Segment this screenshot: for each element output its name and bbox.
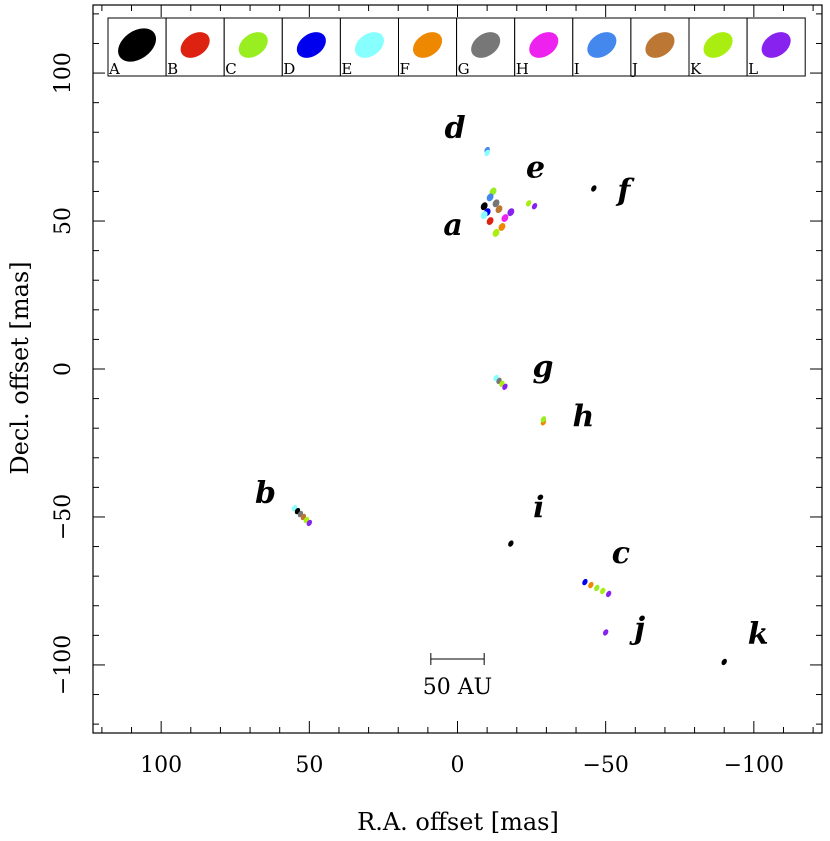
spot-k-A bbox=[721, 658, 727, 666]
legend-swatch-A bbox=[118, 28, 157, 62]
y-tick-label: −100 bbox=[51, 635, 76, 695]
legend-label-L: L bbox=[748, 60, 758, 78]
spot-a-L bbox=[507, 208, 515, 217]
spot-d-E bbox=[484, 149, 490, 157]
maser-spots bbox=[291, 146, 727, 666]
feature-label-f: f bbox=[615, 173, 635, 208]
legend-swatch-C bbox=[238, 32, 268, 58]
legend-label-J: J bbox=[630, 60, 638, 78]
legend-label-A: A bbox=[108, 60, 120, 78]
x-axis-label: R.A. offset [mas] bbox=[357, 808, 559, 836]
feature-label-c: c bbox=[612, 536, 630, 571]
spot-c-C bbox=[594, 584, 600, 592]
spot-f-A bbox=[591, 185, 597, 192]
spot-a-H bbox=[501, 214, 509, 223]
legend-label-K: K bbox=[690, 60, 702, 78]
legend-swatch-F bbox=[413, 32, 443, 58]
y-tick-label: −50 bbox=[51, 494, 76, 540]
features: a b c d e f gh i j k bbox=[255, 111, 769, 652]
x-tick-label: 50 bbox=[295, 753, 323, 778]
legend: A B C D E F G H I J K L bbox=[107, 17, 806, 78]
feature-label-a: a bbox=[443, 208, 462, 243]
spot-j-L bbox=[602, 629, 609, 636]
feature-label-i: i bbox=[533, 491, 544, 526]
feature-label-d: d bbox=[445, 111, 466, 146]
feature-label-h: h bbox=[573, 399, 595, 434]
spot-a-B bbox=[486, 217, 494, 225]
legend-label-D: D bbox=[283, 60, 295, 78]
spot-a-E bbox=[480, 211, 488, 220]
legend-swatch-K bbox=[703, 32, 733, 58]
spot-c-D bbox=[582, 578, 588, 586]
x-tick-label: 100 bbox=[140, 753, 182, 778]
spot-a-G bbox=[492, 199, 500, 208]
feature-label-j: j bbox=[629, 611, 645, 646]
feature-label-k: k bbox=[748, 617, 769, 652]
x-tick-label: 0 bbox=[451, 753, 465, 778]
spot-e-L bbox=[531, 203, 538, 210]
x-tick-label: −50 bbox=[582, 753, 628, 778]
legend-swatch-D bbox=[296, 32, 326, 58]
feature-label-e: e bbox=[526, 150, 545, 185]
y-tick-label: 0 bbox=[51, 362, 76, 376]
x-tick-labels: 100 50 0 −50 −100 bbox=[140, 753, 784, 778]
legend-label-E: E bbox=[341, 60, 352, 78]
legend-swatch-H bbox=[529, 32, 559, 58]
spot-b-L bbox=[306, 519, 313, 527]
spot-a-A bbox=[480, 202, 488, 211]
legend-swatch-B bbox=[180, 32, 210, 58]
spot-a-K bbox=[492, 228, 500, 237]
y-axis-label: Decl. offset [mas] bbox=[6, 261, 34, 474]
legend-swatch-G bbox=[471, 32, 501, 58]
x-tick-label: −100 bbox=[724, 753, 784, 778]
y-tick-label: 100 bbox=[51, 52, 76, 94]
spot-e-K bbox=[525, 200, 532, 207]
spot-g-L bbox=[502, 383, 508, 390]
legend-label-G: G bbox=[458, 60, 470, 78]
y-tick-labels: 100 50 0 −50 −100 bbox=[51, 52, 76, 695]
spot-a-F bbox=[498, 223, 506, 231]
legend-label-C: C bbox=[225, 60, 236, 78]
scale-bar-label: 50 AU bbox=[423, 675, 492, 700]
legend-label-F: F bbox=[400, 60, 410, 78]
spot-i-A bbox=[508, 540, 514, 547]
spot-c-F bbox=[588, 581, 594, 589]
feature-label-g: g bbox=[532, 350, 553, 385]
legend-label-B: B bbox=[167, 60, 178, 78]
legend-swatch-L bbox=[761, 32, 791, 58]
axis-ticks bbox=[93, 5, 822, 733]
legend-box-K bbox=[688, 17, 748, 77]
scale-bar: 50 AU bbox=[423, 653, 492, 700]
spot-a-I bbox=[486, 193, 494, 202]
legend-swatch-J bbox=[645, 32, 675, 58]
legend-label-H: H bbox=[516, 60, 529, 78]
legend-label-I: I bbox=[574, 60, 580, 78]
spot-h-C bbox=[540, 416, 547, 423]
spot-a-J bbox=[495, 205, 503, 214]
spot-c-K bbox=[600, 587, 606, 595]
legend-swatch-I bbox=[587, 32, 617, 58]
legend-swatch-E bbox=[354, 32, 384, 58]
spot-c-L bbox=[605, 590, 612, 598]
feature-label-b: b bbox=[255, 476, 276, 511]
y-tick-label: 50 bbox=[51, 207, 76, 235]
